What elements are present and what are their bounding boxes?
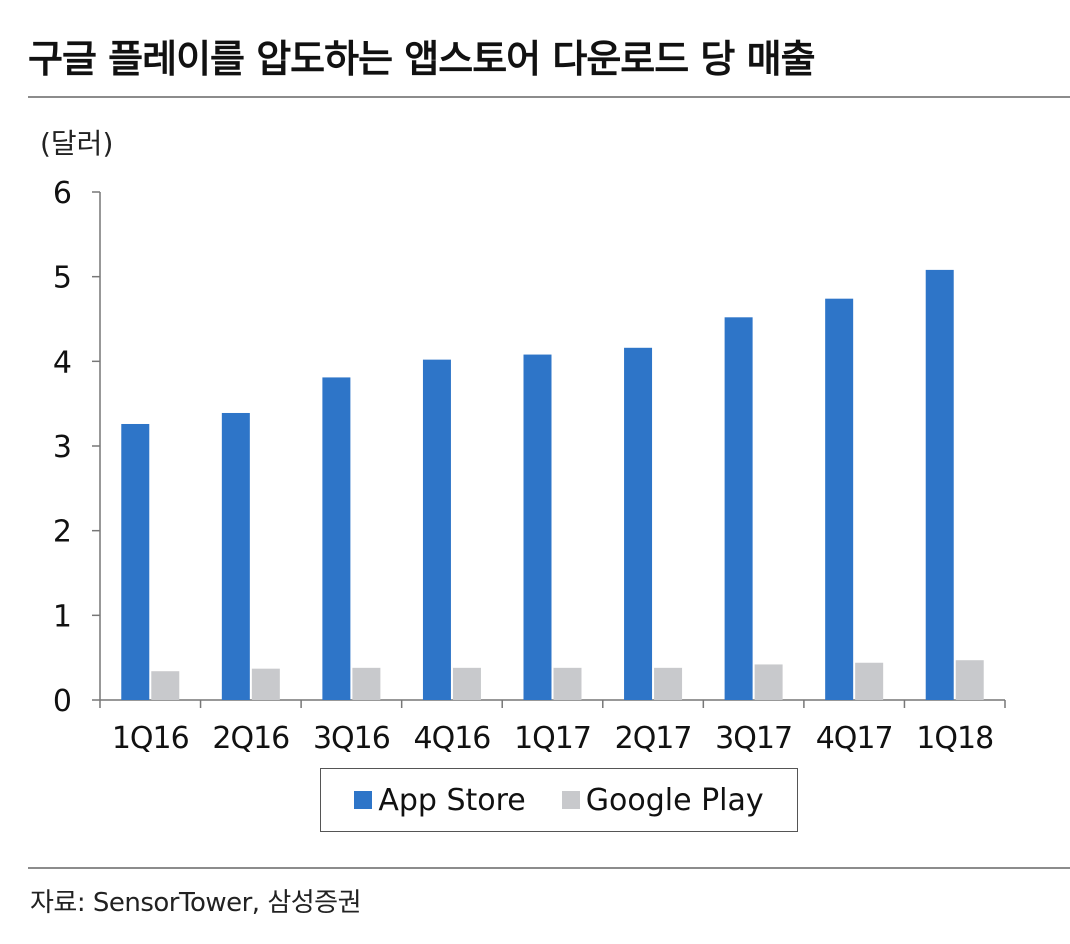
- bar-app-store: [221, 412, 250, 700]
- y-tick-label: 5: [53, 261, 72, 296]
- y-tick-label: 6: [53, 176, 72, 211]
- x-tick-label: 1Q16: [112, 721, 189, 756]
- legend-label-google-play: Google Play: [585, 782, 764, 818]
- x-tick-label: 2Q17: [615, 721, 692, 756]
- y-tick-label: 0: [53, 684, 72, 719]
- chart-title: 구글 플레이를 압도하는 앱스토어 다운로드 당 매출: [28, 37, 816, 81]
- bar-app-store: [322, 377, 351, 700]
- x-tick-label: 4Q17: [816, 721, 893, 756]
- bar-google-play: [955, 660, 984, 700]
- bar-app-store: [624, 347, 653, 700]
- bar-chart: 0 1 2 3 4 5 6 1Q16 2Q16 3Q16 4Q16 1Q17 2Q17 3Q17 4Q17 1…: [53, 176, 1006, 756]
- x-tick-label: 2Q16: [212, 721, 289, 756]
- y-axis-unit-label: (달러): [40, 127, 114, 160]
- bar-google-play: [151, 671, 180, 700]
- y-tick-label: 1: [53, 599, 72, 634]
- x-tick-label: 1Q17: [514, 721, 591, 756]
- bar-app-store: [121, 423, 150, 700]
- legend-swatch-google-play: [561, 791, 580, 809]
- legend-item-app-store: App Store: [354, 782, 526, 818]
- source-divider: [28, 867, 1070, 869]
- legend-item-google-play: Google Play: [561, 782, 764, 818]
- bar-google-play: [855, 662, 884, 700]
- legend-label-app-store: App Store: [378, 782, 526, 818]
- bar-app-store: [422, 359, 451, 700]
- title-divider: [28, 96, 1070, 98]
- x-tick-label: 1Q18: [916, 721, 993, 756]
- bar-app-store: [724, 317, 753, 700]
- bar-app-store: [925, 269, 954, 700]
- bar-google-play: [754, 664, 783, 700]
- bar-app-store: [825, 298, 854, 700]
- x-tick-label: 4Q16: [414, 721, 491, 756]
- bar-google-play: [352, 667, 381, 700]
- chart-legend: App Store Google Play: [320, 768, 798, 832]
- bar-google-play: [553, 667, 582, 700]
- source-note: 자료: SensorTower, 삼성증권: [30, 888, 362, 918]
- bar-google-play: [251, 668, 280, 700]
- bar-app-store: [523, 354, 552, 700]
- legend-swatch-app-store: [354, 791, 373, 809]
- bar-google-play: [452, 667, 481, 700]
- y-tick-label: 3: [53, 430, 72, 465]
- x-tick-label: 3Q17: [715, 721, 792, 756]
- y-tick-label: 2: [53, 515, 72, 550]
- bar-google-play: [654, 667, 683, 700]
- x-tick-label: 3Q16: [313, 721, 390, 756]
- y-tick-label: 4: [53, 345, 72, 380]
